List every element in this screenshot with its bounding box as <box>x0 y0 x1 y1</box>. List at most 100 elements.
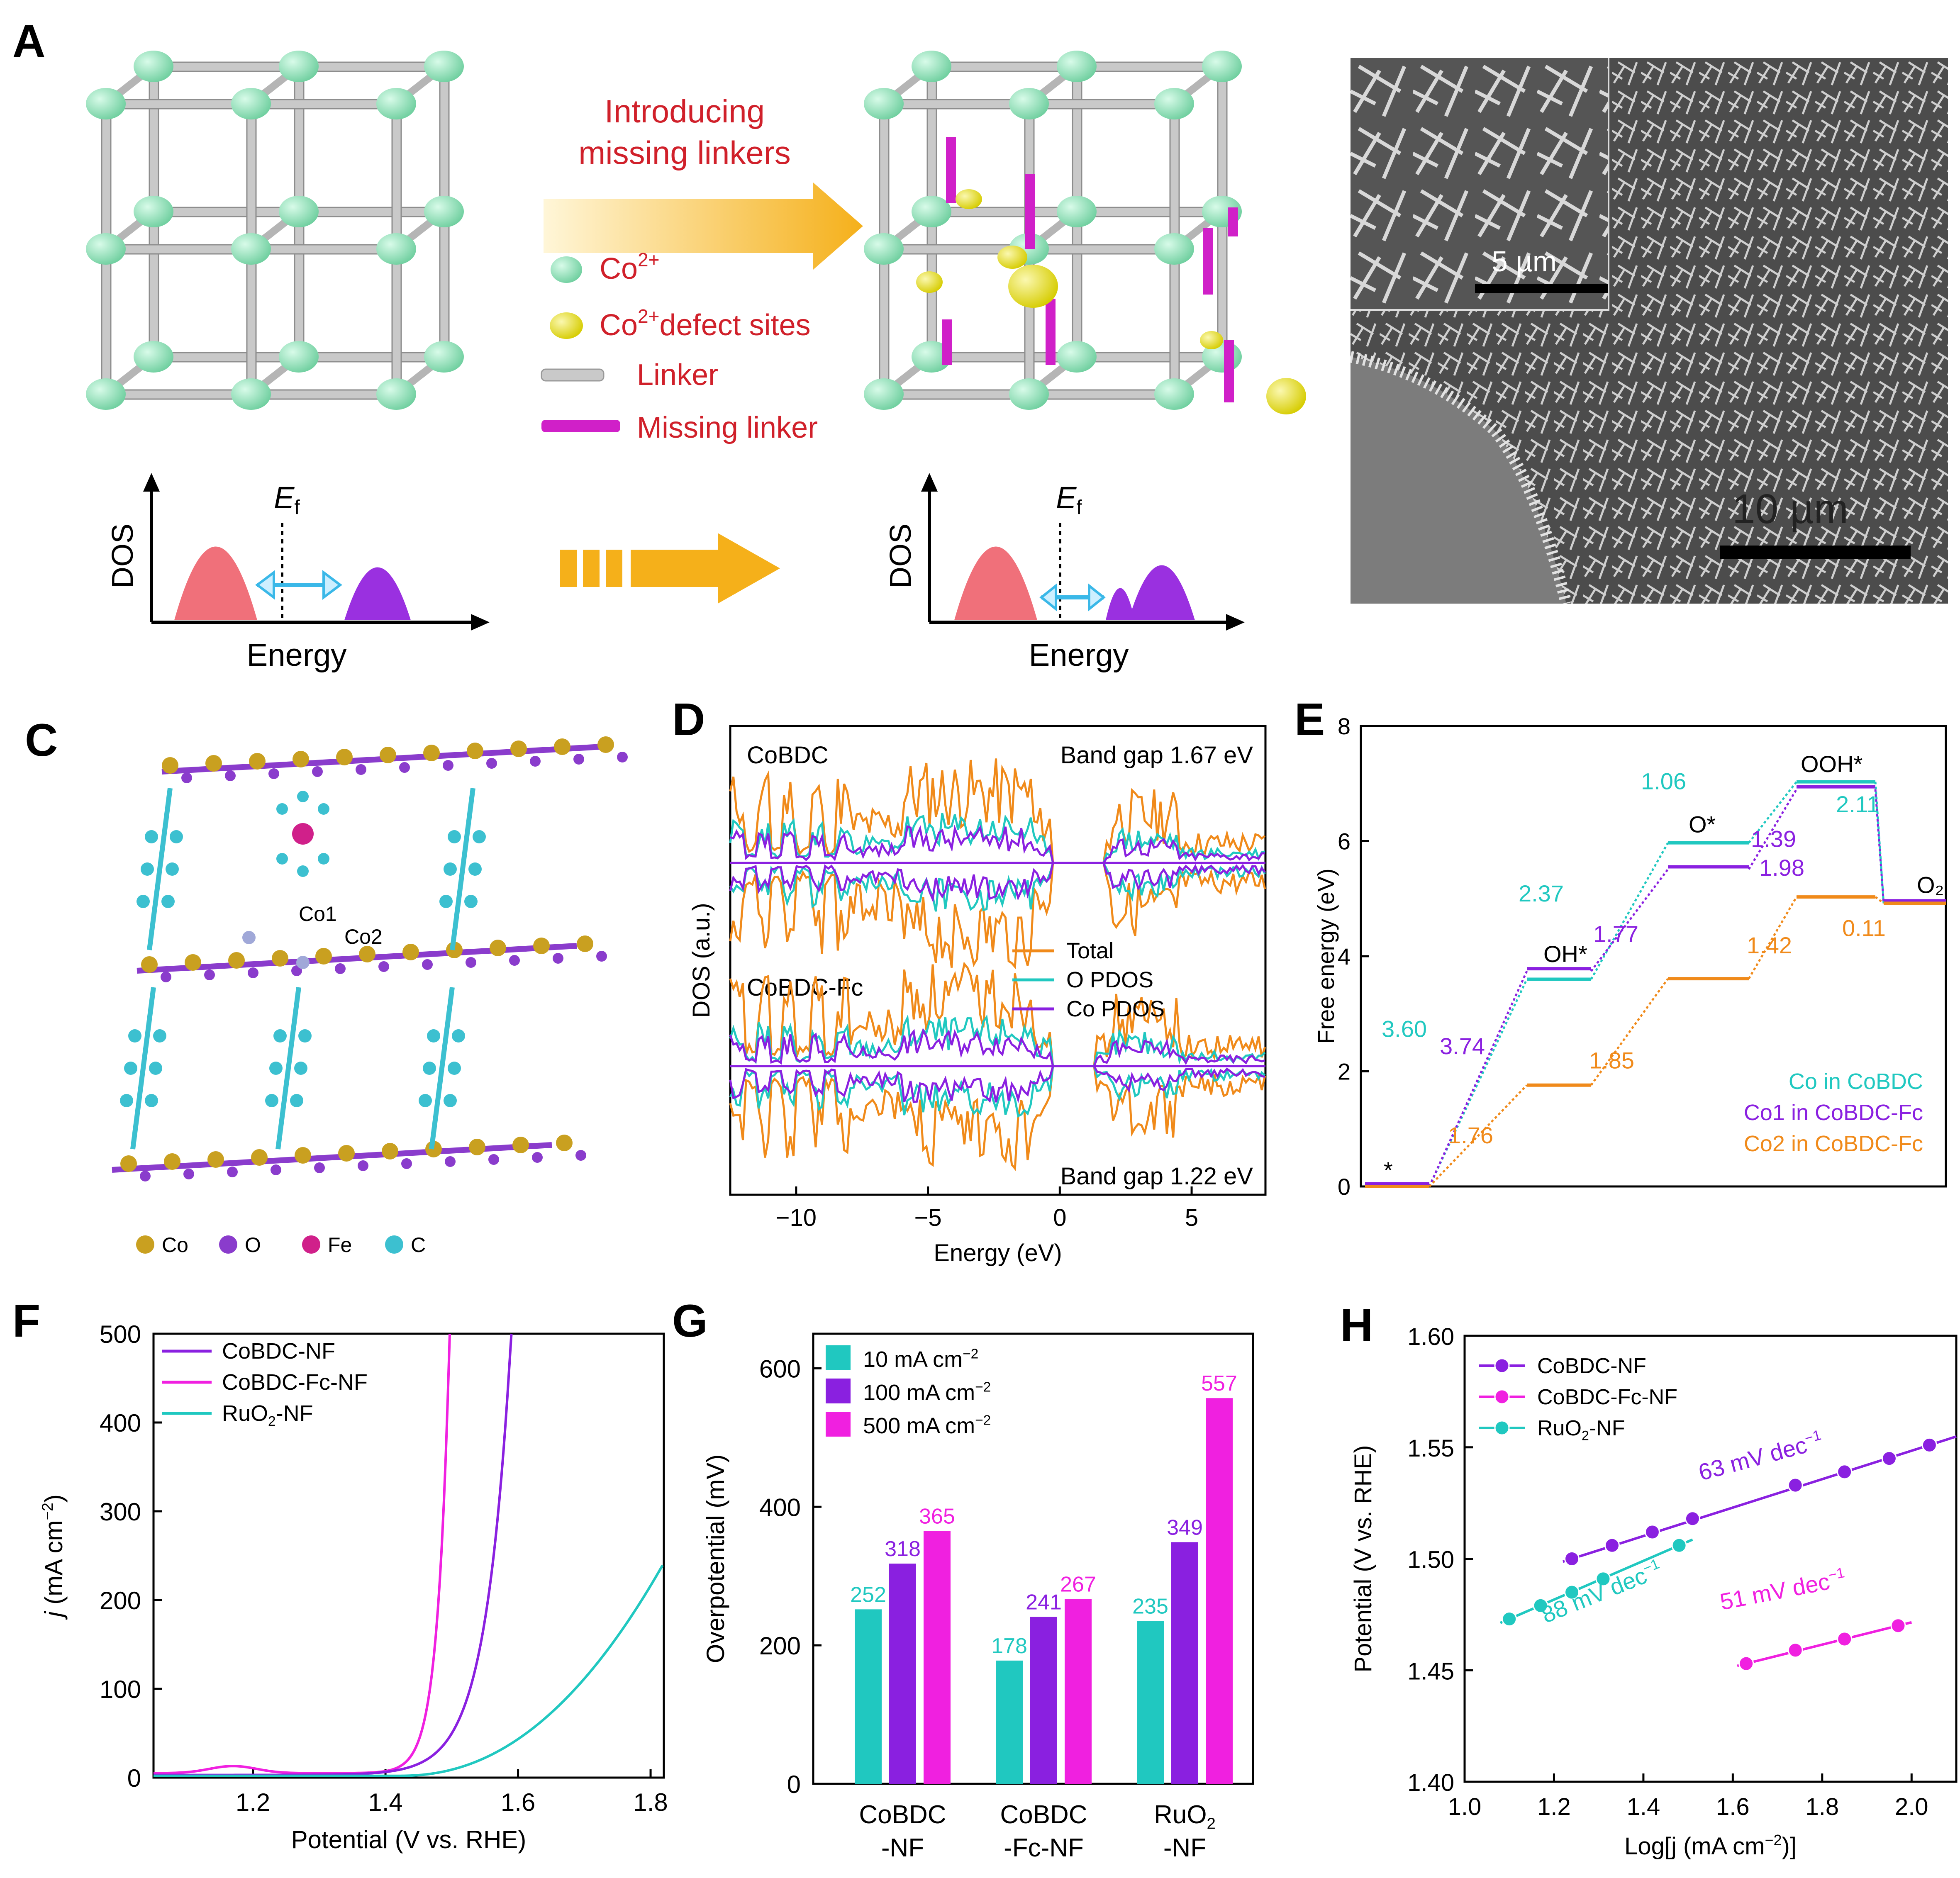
co-node <box>1057 341 1097 373</box>
defect-site <box>1200 331 1223 349</box>
transition-line <box>1875 896 1884 904</box>
co-atom <box>512 1137 529 1153</box>
y-axis-label: Free energy (eV) <box>1313 868 1339 1044</box>
c-atom <box>294 1062 307 1075</box>
transition-line <box>1590 842 1669 980</box>
c-atom <box>290 1094 303 1107</box>
category-label: CoBDC <box>859 1800 946 1829</box>
tafel-point <box>1738 1656 1754 1671</box>
legend-label: CoBDC-NF <box>222 1339 335 1364</box>
transition-line <box>1429 1084 1528 1187</box>
legend-label: RuO2-NF <box>1537 1416 1625 1443</box>
co-atom <box>359 946 375 962</box>
legend-label: CoBDC-Fc-NF <box>222 1370 368 1395</box>
tafel-point <box>1685 1511 1700 1527</box>
category-label: -Fc-NF <box>1004 1834 1084 1862</box>
dos-trace <box>729 1065 1266 1172</box>
legend-atom-label: Co <box>162 1233 188 1257</box>
tafel-point <box>1564 1551 1580 1566</box>
x-tick-label: −5 <box>914 1204 942 1231</box>
c-atom <box>444 862 457 876</box>
plot-frame <box>729 725 1267 1196</box>
legend-label: RuO2-NF <box>222 1401 313 1429</box>
c-atom <box>170 830 183 843</box>
co-node <box>134 51 173 82</box>
x-tick-label: 1.6 <box>501 1788 535 1816</box>
o-atom <box>227 1167 238 1177</box>
panel-label-c: C <box>25 715 58 766</box>
tafel-point <box>1837 1631 1853 1647</box>
co-atom <box>469 1139 485 1155</box>
transition-line <box>1428 979 1528 1187</box>
dos-trace <box>729 813 1265 864</box>
tafel-point <box>1881 1451 1897 1466</box>
y-tick-label: 8 <box>1338 714 1351 739</box>
y-tick-label: 600 <box>759 1355 801 1383</box>
bar <box>1030 1617 1057 1784</box>
intermediate-label: O₂ <box>1917 872 1944 898</box>
c-atom <box>464 895 478 908</box>
step-energy-label: 1.42 <box>1747 932 1792 958</box>
tafel-slope-label: 88 mV dec−1 <box>1538 1556 1666 1628</box>
co-atom <box>295 1147 311 1164</box>
mof-lattice-pristine <box>86 51 464 410</box>
co-atom <box>120 1155 137 1172</box>
co-node <box>1202 51 1242 82</box>
polarization-curve <box>154 1564 664 1777</box>
c-atom <box>145 830 158 843</box>
x-tick-label: 1.0 <box>1448 1793 1482 1820</box>
o-atom <box>314 1162 325 1173</box>
bar <box>855 1609 882 1784</box>
co1-site <box>242 931 256 944</box>
main-scale-label: 10 µm <box>1732 486 1848 532</box>
co-atom <box>382 1143 398 1159</box>
c-atom <box>423 1062 436 1075</box>
arrow-text-2: missing linkers <box>578 134 790 171</box>
c-atom <box>124 1062 137 1075</box>
site-co2-label: Co2 <box>344 925 383 948</box>
x-tick-label: −10 <box>776 1204 817 1231</box>
step-energy-label: 3.74 <box>1440 1033 1485 1059</box>
legend-label: Co in CoBDC <box>1789 1069 1923 1094</box>
category-label: -NF <box>1163 1834 1206 1862</box>
o-atom <box>443 760 453 771</box>
bar-value-label: 241 <box>1026 1591 1062 1615</box>
panel-g-overpotential-chart: 0 200 400 600 Overpotential (mV) 252 318 365 CoB… <box>702 1332 1254 1862</box>
c-atom <box>128 1029 141 1043</box>
legend-label: 100 mA cm−2 <box>863 1379 991 1405</box>
legend-atom-label: Fe <box>328 1233 352 1257</box>
atom-legend: Co O Fe C <box>136 1233 426 1257</box>
y-tick-label: 0 <box>1338 1174 1351 1200</box>
upper-material: CoBDC <box>747 742 829 769</box>
dos-right: DOS Energy Ef <box>884 473 1245 673</box>
panel-a-schematic: Introducing missing linkers Co2+ Co2+def… <box>86 51 1306 673</box>
svg-text:Energy: Energy <box>247 638 347 673</box>
c-atom <box>427 1029 440 1043</box>
o-atom <box>486 758 497 769</box>
panel-label-a: A <box>12 16 46 67</box>
o-atom <box>358 1160 368 1171</box>
o-atom <box>617 752 628 762</box>
co-atom <box>577 935 593 952</box>
inset-scale-label: 5 µm <box>1492 245 1557 278</box>
co-node <box>424 341 464 373</box>
legend-marker <box>1494 1389 1510 1405</box>
step-energy-label: 2.37 <box>1519 880 1564 906</box>
legend-label: Total <box>1066 938 1114 963</box>
missing-linker <box>946 137 956 203</box>
co-node <box>1057 51 1097 82</box>
bdc-linker <box>130 987 156 1150</box>
c-atom <box>276 853 288 865</box>
co-node <box>279 51 319 82</box>
o-atom <box>378 961 389 972</box>
co-node <box>912 196 951 227</box>
step-energy-label: 1.77 <box>1593 921 1638 947</box>
co-node <box>424 196 464 227</box>
defect-site <box>916 271 943 293</box>
dos-trace <box>729 1014 1266 1067</box>
y-tick-label: 0 <box>787 1771 801 1798</box>
plot-frame <box>152 1332 665 1779</box>
co2-site <box>296 956 310 969</box>
bar <box>924 1531 951 1784</box>
legend-label: 500 mA cm−2 <box>863 1413 991 1438</box>
